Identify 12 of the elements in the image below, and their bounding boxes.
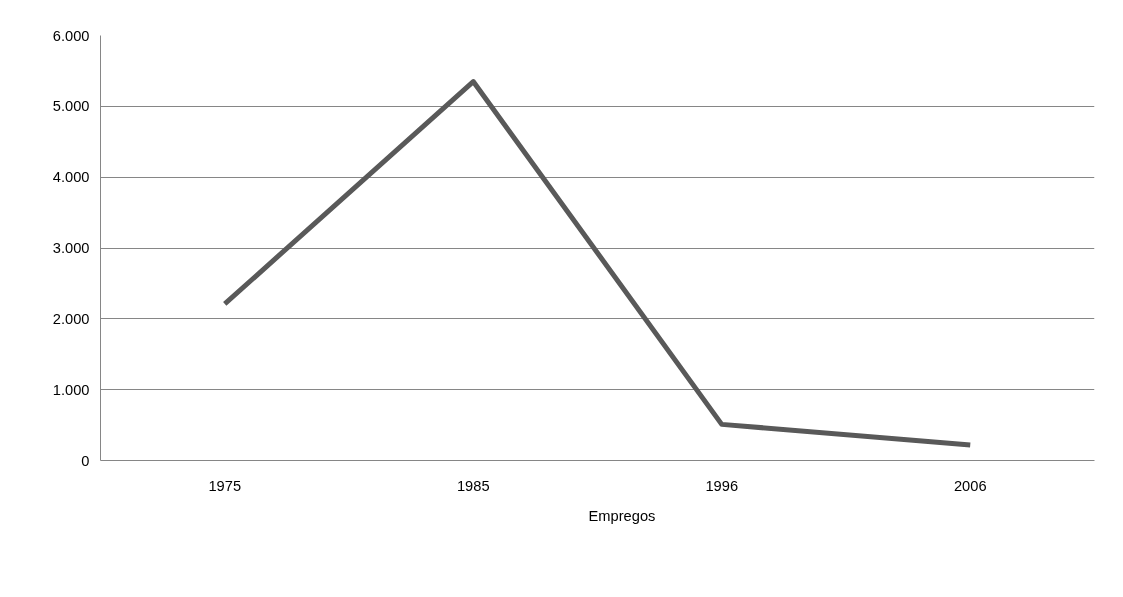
y-tick-label: 5.000 — [52, 98, 90, 115]
text: Empregos — [588, 507, 656, 524]
y-tick-label: 4.000 — [52, 169, 90, 186]
y-tick-label: 0 — [81, 452, 90, 469]
y-tick-label: 6.000 — [52, 27, 90, 44]
y-tick-label: 2.000 — [52, 310, 90, 327]
x-tick-label: 1996 — [705, 477, 739, 494]
x-tick-label: 1985 — [456, 477, 490, 494]
y-tick-label: 3.000 — [52, 240, 90, 256]
y-tick-label: 1.000 — [52, 381, 90, 398]
x-tick-label: 1975 — [208, 477, 242, 494]
x-tick-label: 2006 — [953, 477, 987, 494]
